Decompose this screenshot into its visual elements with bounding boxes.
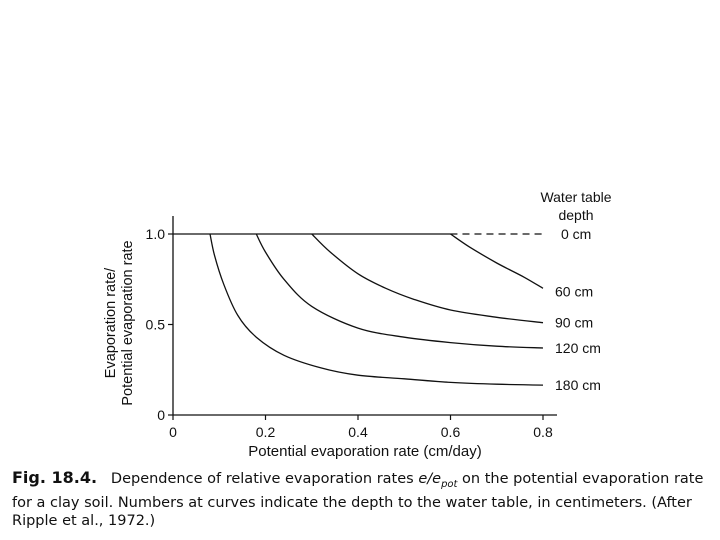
series-label: 180 cm xyxy=(555,377,601,393)
legend-title-line: Water table xyxy=(540,189,611,205)
x-tick-label: 0.8 xyxy=(533,424,553,440)
y-axis-label-line: Potential evaporation rate xyxy=(120,240,136,405)
curve-120cm xyxy=(255,233,544,349)
chart-labels: Potential evaporation rate (cm/day) Evapo… xyxy=(103,189,612,460)
figure-label: Fig. 18.4. xyxy=(12,468,98,487)
y-tick-label: 0 xyxy=(157,407,165,423)
figure-caption: Fig. 18.4. Dependence of relative evapor… xyxy=(12,469,712,530)
caption-text-2: on the potential evaporation rate for a … xyxy=(12,471,704,529)
x-tick-label: 0 xyxy=(169,424,177,440)
series-label: 120 cm xyxy=(555,340,601,356)
legend-title: Water table depth xyxy=(540,189,611,223)
caption-ratio-sub: pot xyxy=(441,478,458,490)
chart-axes: 0 0.2 0.4 0.6 0.8 0 0.5 1.0 xyxy=(146,216,557,440)
curve-60cm xyxy=(450,233,544,289)
caption-ratio: e/e xyxy=(418,471,442,487)
curve-180cm xyxy=(209,233,544,386)
series-label: 60 cm xyxy=(555,283,593,299)
series-label: 90 cm xyxy=(555,315,593,331)
y-tick-label: 0.5 xyxy=(146,317,166,333)
y-tick-label: 1.0 xyxy=(146,226,166,242)
series-label: 0 cm xyxy=(561,226,591,242)
legend-title-line: depth xyxy=(558,207,593,223)
caption-text-1: Dependence of relative evaporation rates xyxy=(110,471,419,487)
y-axis-label-line: Evaporation rate/ xyxy=(103,267,119,378)
chart-curves xyxy=(173,233,544,386)
x-tick-label: 0.2 xyxy=(256,424,276,440)
evaporation-chart: 0 0.2 0.4 0.6 0.8 0 0.5 1.0 Potential evaporati… xyxy=(103,189,612,460)
x-tick-label: 0.6 xyxy=(441,424,461,440)
x-tick-label: 0.4 xyxy=(348,424,368,440)
x-axis-label: Potential evaporation rate (cm/day) xyxy=(248,443,481,460)
curve-90cm xyxy=(311,233,544,324)
y-axis-label: Evaporation rate/Potential evaporation r… xyxy=(103,240,136,405)
